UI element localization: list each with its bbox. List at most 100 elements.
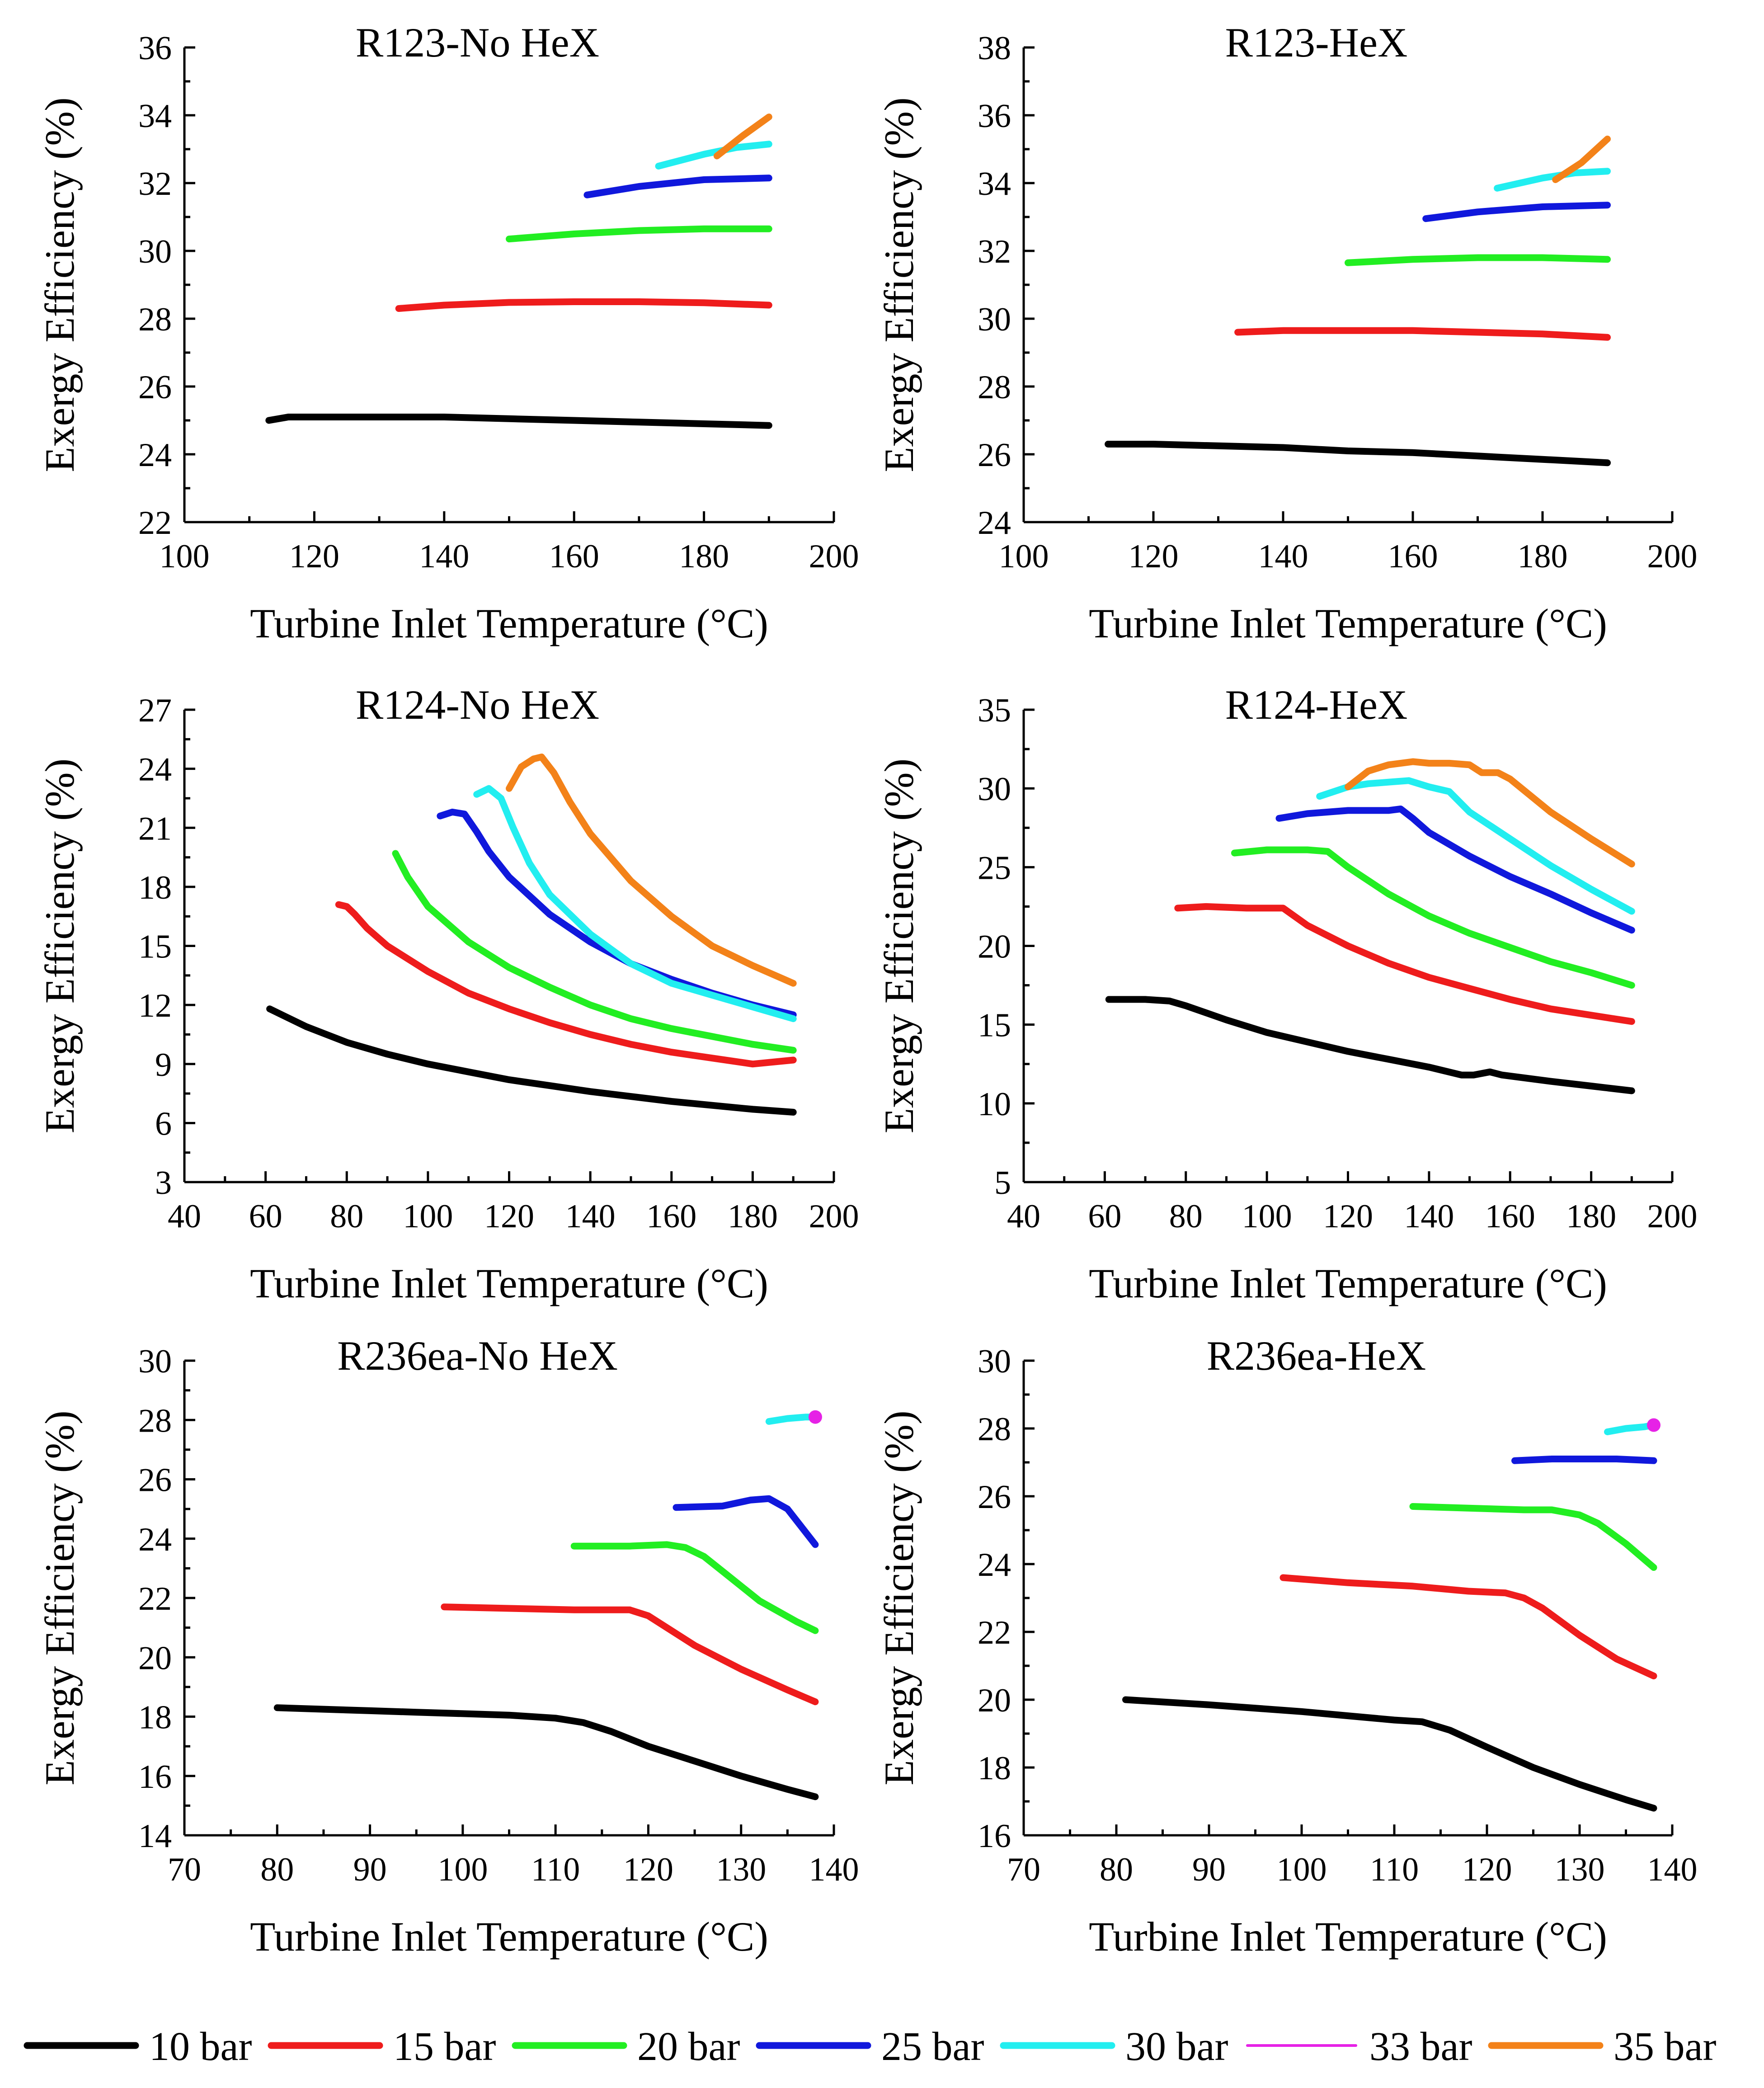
chart-panel-5: 70 80 90 100 110 120 130 140 14 16 18 20 22 24 26 28 30 R…	[37, 1333, 859, 1960]
x-tick-label: 70	[1007, 1851, 1040, 1888]
x-tick-label: 100	[403, 1198, 453, 1235]
y-tick-label: 24	[978, 1546, 1011, 1584]
x-tick-label: 90	[353, 1851, 387, 1888]
series-line-30-bar	[473, 785, 797, 1023]
x-tick-label: 80	[330, 1198, 363, 1235]
series-line-25-bar	[1422, 202, 1611, 222]
y-tick-label: 32	[138, 165, 172, 203]
y-tick-label: 30	[138, 233, 172, 270]
x-tick-label: 160	[549, 538, 599, 575]
y-tick-label: 30	[978, 301, 1011, 338]
x-tick-label: 60	[1088, 1198, 1121, 1235]
y-tick-label: 27	[138, 692, 172, 729]
y-tick-label: 36	[978, 98, 1011, 135]
y-tick-label: 24	[138, 751, 172, 788]
x-tick-label: 100	[1242, 1198, 1292, 1235]
series-line-20-bar	[506, 225, 772, 243]
y-axis-label: Exergy Efficiency (%)	[37, 97, 83, 472]
y-axis-label: Exergy Efficiency (%)	[37, 1410, 83, 1785]
chart-title: R236ea-HeX	[1207, 1333, 1426, 1379]
x-tick-label: 140	[419, 538, 469, 575]
chart-title: R236ea-No HeX	[337, 1333, 618, 1379]
series-line-35-bar	[1552, 136, 1611, 183]
y-tick-label: 10	[978, 1086, 1011, 1123]
series-line-30-bar	[765, 1414, 819, 1425]
y-tick-label: 20	[978, 1682, 1011, 1719]
x-tick-label: 40	[168, 1198, 201, 1235]
legend-label: 30 bar	[1125, 2024, 1228, 2069]
y-tick-label: 30	[978, 1343, 1011, 1380]
x-tick-label: 100	[999, 538, 1049, 575]
y-tick-label: 24	[978, 504, 1011, 542]
x-tick-label: 200	[1647, 1198, 1698, 1235]
x-axis-label: Turbine Inlet Temperature (°C)	[1089, 1260, 1607, 1306]
series-line-25-bar	[1275, 806, 1635, 934]
x-tick-label: 100	[437, 1851, 488, 1888]
series-line-10-bar	[266, 1005, 797, 1116]
y-tick-label: 20	[138, 1640, 172, 1677]
chart-panel-3: 40 60 80 100 120 140 160 180 200 3 6 9 12 15 18 21 24 27 R…	[37, 682, 859, 1306]
y-tick-label: 28	[978, 1411, 1011, 1448]
y-tick-label: 14	[138, 1818, 172, 1855]
x-tick-label: 120	[1323, 1198, 1373, 1235]
y-tick-label: 30	[978, 771, 1011, 808]
x-tick-label: 110	[531, 1851, 580, 1888]
y-tick-label: 34	[138, 98, 172, 135]
legend-label: 20 bar	[637, 2024, 740, 2069]
x-tick-label: 160	[1388, 538, 1438, 575]
x-axis-label: Turbine Inlet Temperature (°C)	[250, 600, 768, 646]
series-line-25-bar	[437, 808, 797, 1018]
y-tick-label: 22	[978, 1614, 1011, 1651]
series-line-20-bar	[1345, 254, 1611, 266]
y-tick-label: 26	[978, 437, 1011, 474]
x-tick-label: 70	[168, 1851, 201, 1888]
y-tick-label: 20	[978, 929, 1011, 966]
x-tick-label: 60	[249, 1198, 282, 1235]
x-tick-label: 120	[484, 1198, 534, 1235]
chart-panel-6: 70 80 90 100 110 120 130 140 16 18 20 22 24 26 28 30 R23…	[876, 1333, 1698, 1960]
x-tick-label: 180	[728, 1198, 778, 1235]
charts-layer: 100 120 140 160 180 200 22 24 26 28 30 32 34 36 R123-N…	[37, 19, 1698, 1960]
y-tick-label: 28	[138, 301, 172, 338]
y-tick-label: 34	[978, 165, 1011, 203]
series-line-35-bar	[1345, 758, 1635, 867]
series-line-20-bar	[392, 850, 797, 1054]
x-tick-label: 140	[1404, 1198, 1454, 1235]
y-tick-label: 26	[138, 369, 172, 406]
chart-title: R123-No HeX	[356, 19, 599, 66]
chart-title: R124-No HeX	[356, 682, 599, 728]
y-tick-label: 15	[978, 1007, 1011, 1044]
x-tick-label: 100	[1277, 1851, 1327, 1888]
y-axis-label: Exergy Efficiency (%)	[37, 759, 83, 1133]
y-tick-label: 28	[978, 369, 1011, 406]
y-tick-label: 26	[138, 1462, 172, 1499]
x-tick-label: 80	[1100, 1851, 1133, 1888]
x-tick-label: 120	[1462, 1851, 1512, 1888]
y-axis-label: Exergy Efficiency (%)	[876, 759, 922, 1133]
series-line-15-bar	[335, 901, 797, 1068]
y-tick-label: 6	[155, 1105, 172, 1142]
x-tick-label: 200	[809, 538, 859, 575]
y-tick-label: 9	[155, 1046, 172, 1084]
series-point-33-bar	[1647, 1418, 1661, 1432]
x-tick-label: 180	[1518, 538, 1568, 575]
chart-panel-4: 40 60 80 100 120 140 160 180 200 5 10 15 20 25 30 35 R12…	[876, 682, 1698, 1306]
x-axis-label: Turbine Inlet Temperature (°C)	[1089, 600, 1607, 646]
x-axis-label: Turbine Inlet Temperature (°C)	[250, 1260, 768, 1306]
y-tick-label: 12	[138, 987, 172, 1024]
x-tick-label: 120	[1129, 538, 1179, 575]
series-line-30-bar	[1316, 777, 1635, 915]
x-tick-label: 160	[646, 1198, 696, 1235]
x-tick-label: 130	[1555, 1851, 1605, 1888]
y-tick-label: 25	[978, 849, 1011, 886]
series-line-15-bar	[441, 1603, 819, 1706]
legend-label: 10 bar	[149, 2024, 252, 2069]
y-tick-label: 22	[138, 1580, 172, 1617]
y-tick-label: 16	[138, 1758, 172, 1796]
y-tick-label: 36	[138, 30, 172, 67]
legend-label: 35 bar	[1613, 2024, 1716, 2069]
x-tick-label: 140	[1647, 1851, 1698, 1888]
x-tick-label: 160	[1485, 1198, 1535, 1235]
y-tick-label: 28	[138, 1402, 172, 1439]
